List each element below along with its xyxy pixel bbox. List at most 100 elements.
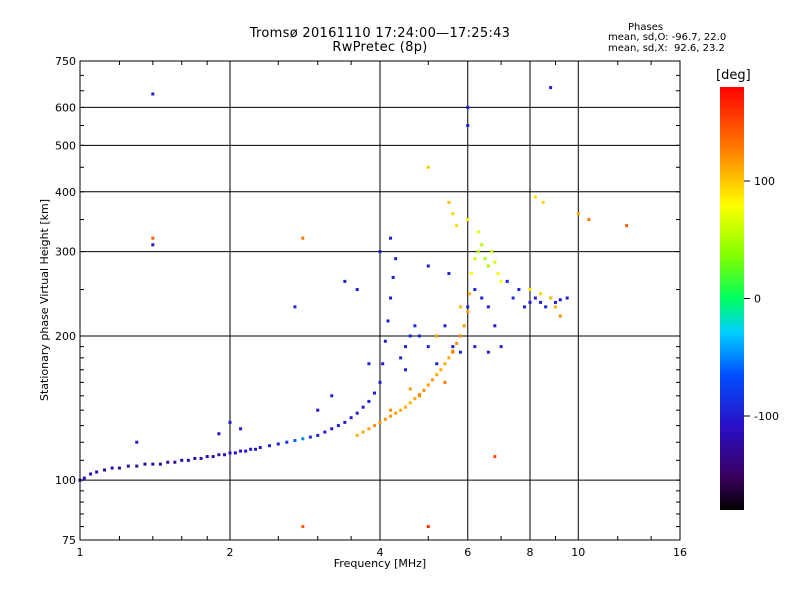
data-point [249,447,253,451]
data-point [394,257,398,261]
data-point [462,324,466,328]
data-point [625,224,629,228]
y-tick-label: 600 [55,101,76,114]
data-point [373,424,377,428]
data-point [293,439,297,443]
data-point [422,388,426,392]
data-point [381,362,385,366]
data-point [431,378,435,382]
data-point [228,451,232,455]
data-point [158,462,162,466]
data-point [367,362,371,366]
data-point [413,397,417,401]
data-point [103,468,107,472]
x-tick-label: 1 [77,546,84,559]
data-point [539,300,543,304]
data-point [435,373,439,377]
data-point [349,416,353,420]
x-tick-labels: 1 2 4 6 8 10 16 [77,546,688,559]
y-tick-label: 300 [55,246,76,259]
data-point [439,368,443,372]
data-point [549,86,553,90]
data-point [276,442,280,446]
data-point [493,324,497,328]
data-point [330,394,334,398]
y-tick-label: 200 [55,330,76,343]
data-point [403,405,407,409]
data-point [466,105,470,109]
x-axis-label: Frequency [MHz] [334,557,426,570]
data-point [576,212,580,216]
data-point [417,334,421,338]
data-point [505,279,509,283]
data-point [399,356,403,360]
data-point [541,200,545,204]
data-point [490,250,494,254]
data-point [499,279,503,283]
data-point [417,394,421,398]
y-tick-label: 750 [55,55,76,68]
data-point [228,420,232,424]
data-point [480,296,484,300]
data-point [486,264,490,268]
data-point [455,224,459,228]
data-point [469,272,473,276]
colorbar-ticks: 100 0 -100 [744,175,779,423]
data-point [391,275,395,279]
data-point [483,257,487,261]
data-point [330,427,334,431]
data-point [110,466,114,470]
data-point [343,279,347,283]
data-point [493,260,497,264]
data-point [373,391,377,395]
data-point [447,200,451,204]
data-point [447,356,451,360]
data-point [308,435,312,439]
data-point [493,455,497,459]
data-point [367,399,371,403]
data-point [435,362,439,366]
data-point [389,408,393,412]
data-point [378,380,382,384]
data-point [301,236,305,240]
y-tick-label: 500 [55,139,76,152]
data-point [180,458,184,462]
y-tick-label: 400 [55,186,76,199]
data-point [466,124,470,128]
data-point [173,460,177,464]
x-tick-label: 4 [377,546,384,559]
phase-stats-o-mode: mean, sd,O: -96.7, 22.0 [608,32,727,43]
colorbar-tick-label: 0 [754,293,761,306]
data-point [394,411,398,415]
data-point [389,296,393,300]
data-point [199,456,203,460]
chart-title: Tromsø 20161110 17:24:00—17:25:43 [249,26,511,41]
data-point [117,466,121,470]
data-point [466,305,470,309]
data-point [466,218,470,222]
data-point [403,345,407,349]
data-point [355,288,359,292]
data-point [468,292,472,296]
data-point [355,411,359,415]
data-point [528,288,532,292]
data-point [244,449,248,453]
data-point [517,288,521,292]
data-point [258,445,262,449]
data-point [386,319,390,323]
data-point [476,230,480,234]
data-point [217,432,221,436]
data-point [533,296,537,300]
colorbar-tick-label: 100 [754,175,775,188]
data-point [408,401,412,405]
data-point [367,427,371,431]
data-point [253,447,257,451]
y-tick-labels: 75 100 200 300 400 500 600 750 [55,55,76,547]
data-point [565,296,569,300]
data-point [426,525,430,529]
data-point [473,345,477,349]
data-point [135,440,139,444]
phase-stats-title: Phases [628,22,664,33]
data-point [447,272,451,276]
